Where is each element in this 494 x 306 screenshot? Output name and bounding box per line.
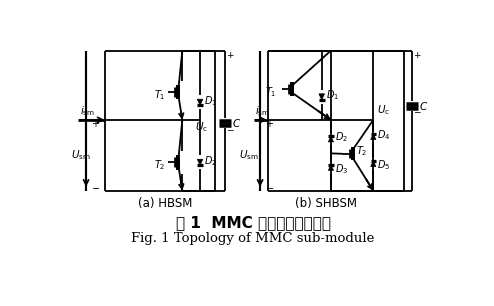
Polygon shape — [370, 161, 376, 166]
Text: $D_1$: $D_1$ — [204, 94, 217, 107]
Text: $C$: $C$ — [419, 100, 428, 112]
Text: $U_{\rm sm}$: $U_{\rm sm}$ — [239, 148, 258, 162]
Text: 图 1  MMC 子模块结构示意图: 图 1 MMC 子模块结构示意图 — [176, 215, 330, 230]
Text: (a) HBSM: (a) HBSM — [138, 196, 192, 210]
Text: $+$: $+$ — [265, 118, 274, 129]
Text: $+$: $+$ — [226, 50, 235, 60]
Text: $-$: $-$ — [91, 182, 100, 192]
Text: $D_2$: $D_2$ — [204, 154, 217, 168]
Polygon shape — [319, 94, 325, 100]
Polygon shape — [329, 165, 333, 170]
Text: $+$: $+$ — [413, 50, 422, 60]
Polygon shape — [329, 136, 333, 142]
Text: $i_{\rm sm}$: $i_{\rm sm}$ — [255, 104, 271, 118]
Text: $U_{\rm sm}$: $U_{\rm sm}$ — [71, 148, 90, 162]
Polygon shape — [197, 99, 203, 105]
Text: $U_{\rm c}$: $U_{\rm c}$ — [377, 103, 390, 117]
Text: $+$: $+$ — [91, 118, 100, 129]
Text: $D_4$: $D_4$ — [377, 129, 391, 142]
Text: $D_5$: $D_5$ — [377, 159, 390, 172]
Text: $-$: $-$ — [265, 182, 274, 192]
Text: Fig. 1 Topology of MMC sub-module: Fig. 1 Topology of MMC sub-module — [131, 232, 375, 245]
Text: $D_2$: $D_2$ — [335, 131, 348, 144]
Text: $U_{\rm c}$: $U_{\rm c}$ — [195, 121, 208, 134]
Text: $T_2$: $T_2$ — [154, 159, 165, 172]
Text: $-$: $-$ — [413, 106, 422, 115]
Text: $C$: $C$ — [232, 117, 241, 129]
Text: $T_1$: $T_1$ — [265, 85, 277, 99]
Text: (b) SHBSM: (b) SHBSM — [294, 196, 357, 210]
Polygon shape — [197, 159, 203, 165]
Text: $i_{\rm sm}$: $i_{\rm sm}$ — [80, 104, 95, 118]
Text: $T_1$: $T_1$ — [154, 88, 165, 102]
Text: $D_1$: $D_1$ — [326, 88, 339, 102]
Text: $D_3$: $D_3$ — [335, 162, 348, 176]
Text: $T_2$: $T_2$ — [356, 144, 368, 158]
Polygon shape — [370, 134, 376, 140]
Text: $-$: $-$ — [226, 124, 235, 133]
